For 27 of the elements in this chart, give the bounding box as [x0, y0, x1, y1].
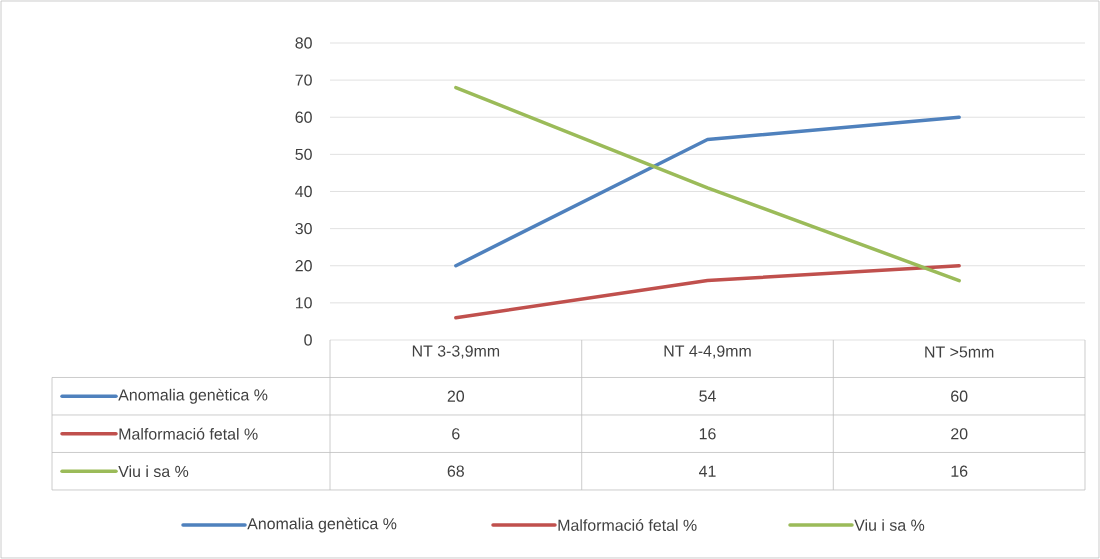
data-label: 54 [699, 390, 716, 402]
data-label: 20 [951, 428, 968, 440]
y-tick-label: 70 [295, 74, 312, 86]
data-label: 16 [699, 428, 716, 440]
y-tick-label: 30 [295, 222, 312, 235]
data-label: 68 [447, 465, 464, 477]
data-label: 6 [452, 428, 460, 440]
text: Malformació fetal % [119, 427, 258, 440]
y-tick-label: 0 [304, 334, 312, 346]
text: Anomalia genètica % [247, 517, 397, 533]
y-tick-label: 80 [295, 37, 312, 49]
data-label: 60 [951, 390, 968, 402]
data-label: 16 [951, 465, 968, 477]
legend-label: Anomalia genètica % [118, 388, 268, 404]
x-tick-label: NT 3-3,9mm [412, 345, 500, 359]
y-tick-label: 60 [295, 111, 312, 123]
y-tick-label: 40 [295, 185, 312, 198]
x-tick-label: NT >5mm [925, 346, 994, 358]
data-label: 41 [699, 465, 716, 477]
x-tick-label: NT 4-4,9mm [664, 345, 751, 359]
legend-label: Malformació fetal % [558, 519, 697, 531]
y-tick-label: 10 [295, 297, 312, 309]
y-tick-label: 50 [295, 148, 312, 161]
legend-label: Viu i sa % [854, 519, 925, 531]
y-tick-label: 20 [295, 260, 312, 272]
text: Viu i sa % [118, 465, 189, 478]
data-label: 20 [447, 390, 465, 402]
